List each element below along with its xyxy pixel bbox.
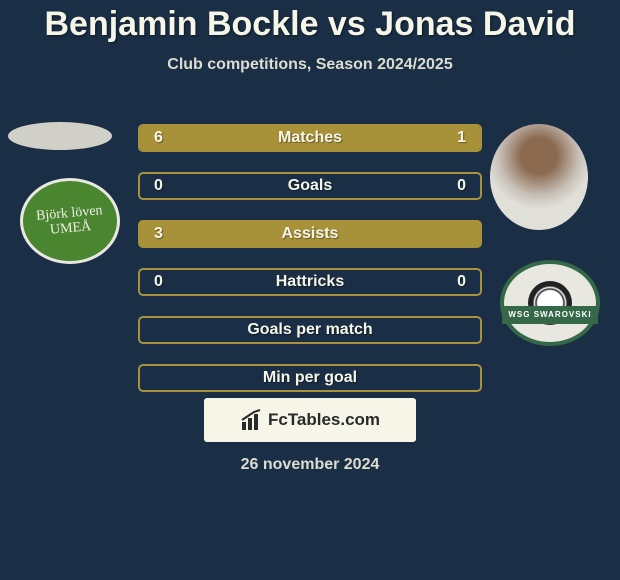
stat-value-right: 1 (457, 129, 466, 147)
club-logo-right-band: WSG SWAROVSKI (502, 306, 598, 324)
club-logo-right: WSG SWAROVSKI (500, 260, 600, 346)
page-title: Benjamin Bockle vs Jonas David (0, 5, 620, 44)
stat-value-right: 0 (457, 273, 466, 291)
attribution-text: FcTables.com (268, 410, 380, 430)
player-avatar-left (8, 122, 112, 150)
stat-label: Assists (140, 225, 480, 243)
player-avatar-right (490, 124, 588, 230)
header: Benjamin Bockle vs Jonas David Club comp… (0, 0, 620, 74)
stat-row: Goals per match (138, 316, 482, 344)
stat-row: Min per goal (138, 364, 482, 392)
chart-icon (240, 408, 264, 432)
stats-container: 6Matches10Goals03Assists0Hattricks0Goals… (138, 124, 482, 392)
club-logo-left-text: Björk löven UMEÅ (22, 202, 118, 241)
stat-label: Hattricks (140, 273, 480, 291)
stat-label: Goals (140, 177, 480, 195)
stat-row: 0Goals0 (138, 172, 482, 200)
attribution-badge: FcTables.com (204, 398, 416, 442)
date-label: 26 november 2024 (0, 456, 620, 474)
stat-row: 6Matches1 (138, 124, 482, 152)
stat-label: Goals per match (140, 321, 480, 339)
page-subtitle: Club competitions, Season 2024/2025 (0, 56, 620, 74)
club-logo-left: Björk löven UMEÅ (20, 178, 120, 264)
stat-row: 0Hattricks0 (138, 268, 482, 296)
stat-value-right: 0 (457, 177, 466, 195)
stat-row: 3Assists (138, 220, 482, 248)
stat-label: Matches (140, 129, 480, 147)
stat-label: Min per goal (140, 369, 480, 387)
